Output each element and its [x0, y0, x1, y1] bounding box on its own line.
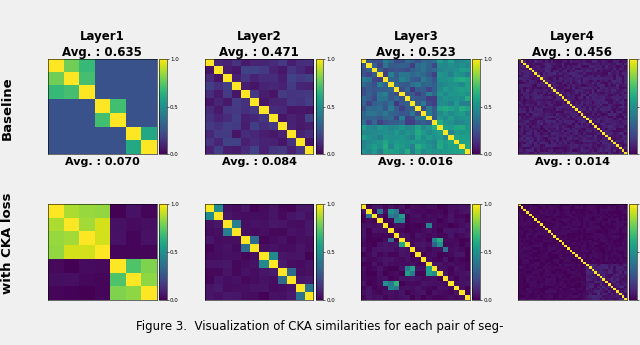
X-axis label: Avg. : 0.070: Avg. : 0.070: [65, 157, 140, 167]
X-axis label: Avg. : 0.016: Avg. : 0.016: [378, 157, 453, 167]
Text: Figure 3.  Visualization of CKA similarities for each pair of seg-: Figure 3. Visualization of CKA similarit…: [136, 320, 504, 333]
Title: Layer1
Avg. : 0.635: Layer1 Avg. : 0.635: [63, 30, 142, 59]
X-axis label: Avg. : 0.084: Avg. : 0.084: [221, 157, 296, 167]
Title: Layer4
Avg. : 0.456: Layer4 Avg. : 0.456: [532, 30, 612, 59]
Title: Layer2
Avg. : 0.471: Layer2 Avg. : 0.471: [220, 30, 299, 59]
Text: Baseline: Baseline: [1, 77, 14, 140]
Text: with CKA loss: with CKA loss: [1, 193, 14, 294]
X-axis label: Avg. : 0.014: Avg. : 0.014: [535, 157, 610, 167]
Title: Layer3
Avg. : 0.523: Layer3 Avg. : 0.523: [376, 30, 456, 59]
